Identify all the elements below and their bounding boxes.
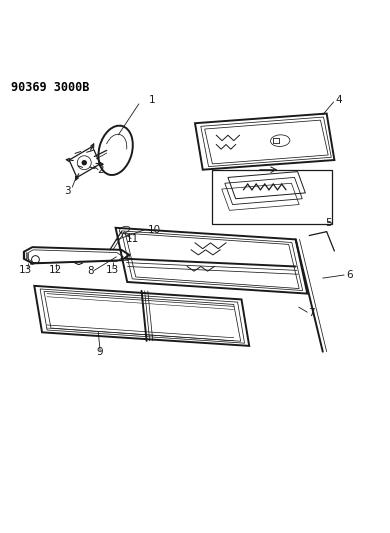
Text: 90369 3000B: 90369 3000B <box>11 82 89 94</box>
Text: 2: 2 <box>97 165 103 175</box>
Bar <box>213 169 332 224</box>
Text: 8: 8 <box>87 266 94 276</box>
Text: 7: 7 <box>308 308 314 318</box>
Text: 10: 10 <box>148 225 161 235</box>
Text: 12: 12 <box>49 264 62 274</box>
Circle shape <box>82 160 87 165</box>
Text: 4: 4 <box>336 95 342 105</box>
Text: 11: 11 <box>126 235 139 245</box>
Text: 1: 1 <box>149 95 156 105</box>
Text: 13: 13 <box>19 264 32 274</box>
Text: 6: 6 <box>347 270 353 280</box>
Text: 13: 13 <box>106 264 119 274</box>
Text: 9: 9 <box>97 346 103 357</box>
Text: 3: 3 <box>64 186 71 196</box>
Text: 5: 5 <box>325 218 332 228</box>
